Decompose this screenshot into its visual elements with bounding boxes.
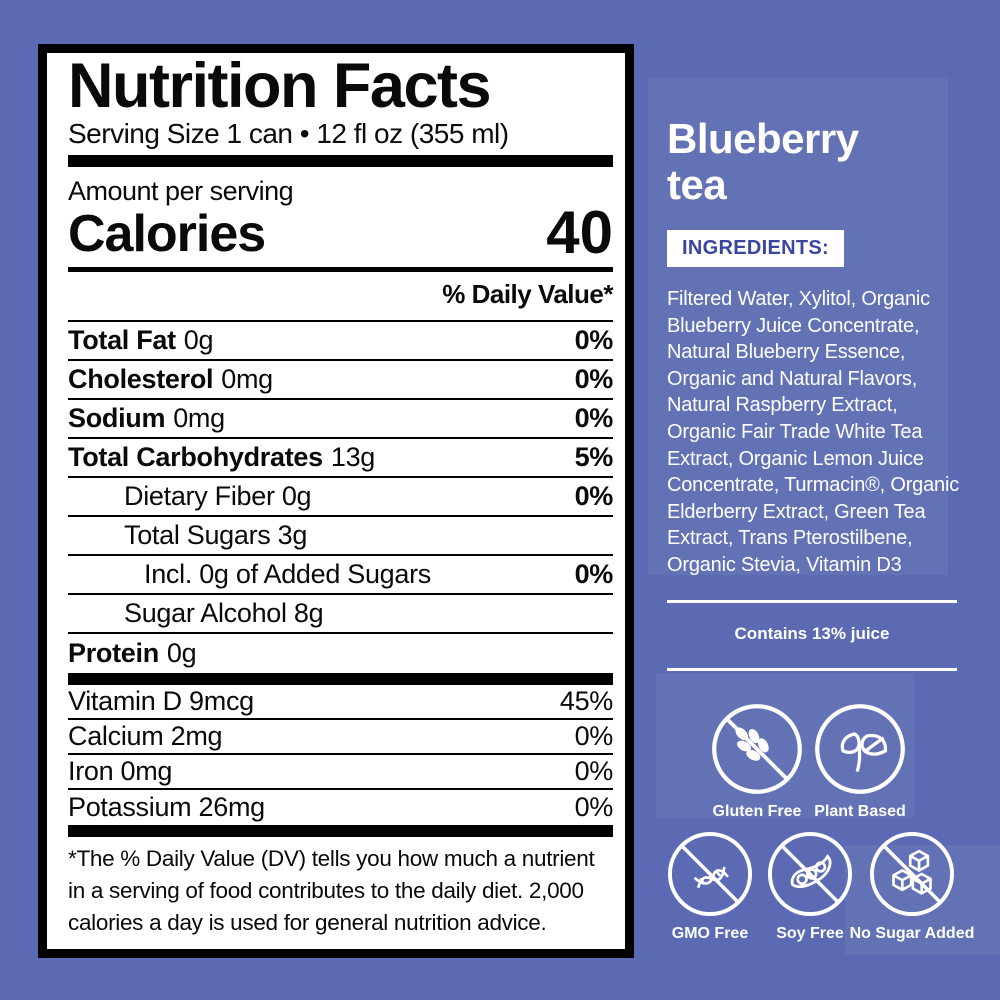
wheat-slash-icon (710, 702, 804, 796)
serving-size-text: Serving Size 1 can • 12 fl oz (355 ml) (68, 118, 509, 149)
nutrient-row: Sodium 0mg 0% (68, 400, 613, 439)
badge-plant-based: Plant Based (810, 702, 910, 821)
divider-thick (68, 673, 613, 685)
nutrient-dv: 5% (574, 442, 614, 472)
badge-label: Plant Based (814, 803, 906, 820)
badge-label: Soy Free (776, 925, 844, 942)
ingredients-list: Filtered Water, Xylitol, Organic Blueber… (667, 288, 959, 576)
nutrient-amount: Total Sugars 3g (124, 520, 308, 550)
nutrient-row: Dietary Fiber 0g 0% (68, 478, 613, 517)
nutrient-row: Total Fat 0g 0% (68, 322, 613, 361)
nutrient-dv: 0% (574, 403, 614, 433)
leaves-icon (813, 702, 907, 796)
dna-slash-icon (666, 830, 754, 918)
nutrient-name: Protein (68, 638, 159, 668)
nutrient-dv: 0% (574, 559, 614, 589)
nutrient-name: Total Fat (68, 325, 176, 355)
nutrient-amount: 0mg (173, 403, 225, 433)
badge-soy-free: Soy Free (760, 830, 860, 943)
nutrient-amount: 0g (183, 325, 214, 355)
amount-per-serving-text: Amount per serving (68, 176, 294, 206)
sugar-cubes-slash-icon (868, 830, 956, 918)
nutrient-row: Protein 0g (68, 634, 613, 673)
divider-thick (68, 825, 613, 837)
badge-label: No Sugar Added (849, 925, 975, 942)
micronutrient-row: Potassium 26mg 0% (68, 790, 613, 825)
background-tint-block (845, 845, 1000, 955)
divider-medium (68, 267, 613, 272)
nutrient-row: Cholesterol 0mg 0% (68, 361, 613, 400)
nutrient-amount: Dietary Fiber 0g (124, 481, 312, 511)
micronutrient-dv: 45% (559, 686, 613, 716)
nutrient-dv: 0% (574, 481, 614, 511)
divider-line (667, 600, 957, 603)
daily-value-header: % Daily Value* (68, 272, 614, 322)
micronutrient-name: Calcium 2mg (68, 721, 223, 751)
nutrient-name: Cholesterol (68, 364, 214, 394)
product-name: Blueberry tea (667, 115, 859, 208)
micronutrient-name: Iron 0mg (68, 756, 173, 786)
nutrient-name: Sodium (68, 403, 166, 433)
nutrient-amount: 13g (330, 442, 376, 472)
nutrition-facts-panel: Nutrition Facts Serving Size 1 can • 12 … (38, 44, 634, 958)
nutrient-amount: Sugar Alcohol 8g (124, 598, 324, 628)
soy-pod-slash-icon (766, 830, 854, 918)
badge-gmo-free: GMO Free (660, 830, 760, 943)
nutrient-row: Incl. 0g of Added Sugars 0% (68, 556, 613, 595)
ingredients-heading: INGREDIENTS: (682, 237, 829, 259)
ingredients-heading-box: INGREDIENTS: (667, 230, 844, 267)
calories-row: Calories 40 (68, 199, 613, 266)
badge-label: GMO Free (671, 925, 749, 942)
juice-content-note: Contains 13% juice (734, 624, 890, 643)
nutrient-amount: 0g (166, 638, 197, 668)
calories-label: Calories (68, 205, 266, 263)
nutrient-dv: 0% (574, 364, 614, 394)
nutrient-row: Total Sugars 3g (68, 517, 613, 556)
badge-label: Gluten Free (712, 803, 802, 820)
nutrient-row: Sugar Alcohol 8g (68, 595, 613, 634)
divider-thick (68, 155, 613, 167)
micronutrient-row: Iron 0mg 0% (68, 755, 613, 790)
nutrient-name: Total Carbohydrates (68, 442, 323, 472)
nutrition-facts-title: Nutrition Facts (68, 51, 492, 121)
micronutrient-name: Potassium 26mg (68, 792, 265, 822)
micronutrient-row: Calcium 2mg 0% (68, 720, 613, 755)
badge-no-sugar-added: No Sugar Added (850, 830, 974, 943)
micronutrient-name: Vitamin D 9mcg (68, 686, 254, 716)
micronutrient-dv: 0% (574, 756, 614, 786)
divider-line (667, 668, 957, 671)
micronutrient-dv: 0% (574, 792, 614, 822)
nutrient-dv: 0% (574, 325, 614, 355)
badge-gluten-free: Gluten Free (707, 702, 807, 821)
nutrient-amount: Incl. 0g of Added Sugars (144, 559, 432, 589)
background-tint-block (648, 78, 948, 575)
micronutrient-row: Vitamin D 9mcg 45% (68, 685, 613, 720)
nutrient-amount: 0mg (221, 364, 273, 394)
nutrient-row: Total Carbohydrates 13g 5% (68, 439, 613, 478)
micronutrient-dv: 0% (574, 721, 614, 751)
daily-value-footnote: *The % Daily Value (DV) tells you how mu… (68, 846, 595, 935)
calories-value: 40 (546, 199, 613, 266)
